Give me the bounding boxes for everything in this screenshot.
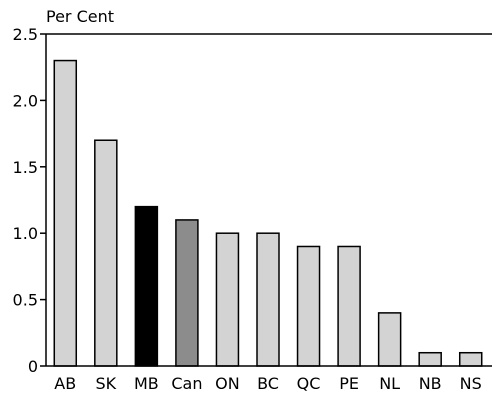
x-tick-label-ns: NS [460, 374, 482, 393]
x-tick-label-sk: SK [95, 374, 116, 393]
bar-nb [418, 351, 442, 367]
y-tick-label: 2.5 [13, 25, 38, 44]
bar-sk [94, 139, 118, 367]
y-axis-ticks: 0 0.5 1.0 1.5 2.0 2.5 [13, 25, 46, 376]
x-axis-ticks: AB SK MB Can ON BC QC PE NL NB NS [54, 374, 481, 393]
axes [45, 33, 492, 367]
bars [53, 59, 483, 367]
bar-mb [134, 205, 159, 367]
bar-can [175, 219, 199, 367]
bar-nl [377, 312, 402, 367]
bar-on [215, 232, 240, 367]
y-tick-label: 2.0 [13, 91, 38, 110]
bar-ns [458, 351, 483, 367]
x-tick-label-ab: AB [54, 374, 76, 393]
y-tick-label: 1.0 [13, 224, 38, 243]
y-axis-label: Per Cent [46, 7, 114, 26]
bar-pe [337, 245, 361, 367]
y-tick-label: 0.5 [13, 291, 38, 310]
x-tick-label-nl: NL [379, 374, 400, 393]
x-tick-label-nb: NB [419, 374, 442, 393]
y-tick-label: 0 [28, 357, 38, 376]
x-tick-label-qc: QC [297, 374, 321, 393]
bar-qc [296, 245, 321, 367]
bar-bc [256, 232, 280, 367]
bar-ab [53, 59, 78, 367]
x-tick-label-can: Can [171, 374, 202, 393]
y-tick-label: 1.5 [13, 158, 38, 177]
x-tick-label-bc: BC [257, 374, 279, 393]
x-tick-label-pe: PE [339, 374, 359, 393]
x-tick-label-on: ON [215, 374, 240, 393]
x-tick-label-mb: MB [134, 374, 159, 393]
